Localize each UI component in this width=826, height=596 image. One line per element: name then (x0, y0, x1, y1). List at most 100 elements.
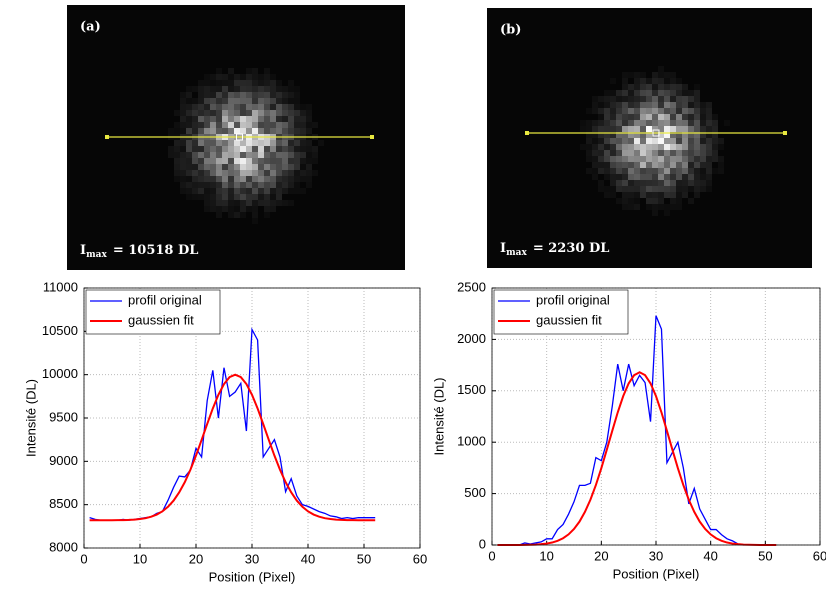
image-pixel (670, 90, 676, 96)
image-pixel (168, 152, 174, 158)
image-pixel (306, 164, 312, 170)
image-pixel (246, 68, 252, 74)
image-pixel (264, 212, 270, 218)
image-pixel (682, 144, 688, 150)
image-pixel (306, 104, 312, 110)
image-pixel (252, 98, 258, 104)
x-tick-label: 40 (703, 548, 717, 563)
image-pixel (216, 206, 222, 212)
image-pixel (700, 120, 706, 126)
image-pixel (658, 192, 664, 198)
legend-box (493, 289, 629, 335)
image-pixel (610, 186, 616, 192)
image-pixel (270, 146, 276, 152)
image-pixel (222, 176, 228, 182)
image-pixel (270, 122, 276, 128)
image-pixel (598, 180, 604, 186)
image-pixel (306, 110, 312, 116)
image-pixel (282, 188, 288, 194)
image-pixel (216, 128, 222, 134)
image-pixel (610, 126, 616, 132)
image-pixel (622, 180, 628, 186)
image-pixel (598, 186, 604, 192)
image-pixel (688, 144, 694, 150)
image-pixel (222, 158, 228, 164)
image-pixel (634, 138, 640, 144)
image-pixel (312, 152, 318, 158)
image-pixel (246, 176, 252, 182)
legend-label: profil original (536, 292, 610, 307)
image-pixel (682, 192, 688, 198)
image-pixel (700, 186, 706, 192)
image-pixel (646, 150, 652, 156)
image-pixel (694, 192, 700, 198)
image-pixel (646, 90, 652, 96)
image-pixel (658, 150, 664, 156)
image-pixel (252, 74, 258, 80)
image-pixel (300, 152, 306, 158)
image-pixel (228, 152, 234, 158)
image-pixel (658, 138, 664, 144)
image-pixel (222, 200, 228, 206)
image-pixel (694, 162, 700, 168)
image-pixel (258, 104, 264, 110)
image-pixel (252, 116, 258, 122)
x-tick-label: 0 (80, 551, 87, 566)
image-pixel (622, 108, 628, 114)
image-pixel (240, 128, 246, 134)
image-pixel (216, 92, 222, 98)
image-pixel (186, 182, 192, 188)
image-pixel (252, 140, 258, 146)
image-pixel (670, 120, 676, 126)
image-pixel (694, 186, 700, 192)
image-pixel (264, 164, 270, 170)
image-pixel (186, 158, 192, 164)
image-pixel (670, 102, 676, 108)
image-pixel (598, 96, 604, 102)
image-pixel (598, 144, 604, 150)
image-pixel (670, 156, 676, 162)
image-pixel (670, 168, 676, 174)
image-pixel (216, 182, 222, 188)
image-pixel (252, 200, 258, 206)
image-pixel (676, 90, 682, 96)
image-pixel (676, 204, 682, 210)
image-pixel (264, 86, 270, 92)
image-pixel (604, 102, 610, 108)
image-pixel (670, 114, 676, 120)
image-pixel (210, 158, 216, 164)
image-pixel (610, 108, 616, 114)
y-tick-label: 8000 (49, 539, 78, 554)
image-pixel (168, 128, 174, 134)
image-pixel (640, 162, 646, 168)
image-pixel (264, 74, 270, 80)
image-pixel (604, 126, 610, 132)
image-pixel (288, 116, 294, 122)
image-pixel (676, 96, 682, 102)
image-pixel (258, 170, 264, 176)
image-pixel (246, 206, 252, 212)
image-pixel (276, 122, 282, 128)
image-pixel (634, 126, 640, 132)
image-pixel (604, 186, 610, 192)
image-pixel (592, 174, 598, 180)
image-pixel (222, 110, 228, 116)
image-pixel (598, 162, 604, 168)
image-pixel (628, 168, 634, 174)
image-pixel (276, 200, 282, 206)
image-pixel (216, 98, 222, 104)
image-pixel (246, 182, 252, 188)
image-pixel (300, 122, 306, 128)
image-pixel (204, 152, 210, 158)
image-pixel (640, 120, 646, 126)
image-pixel (282, 170, 288, 176)
image-pixel (664, 210, 670, 216)
image-pixel (240, 104, 246, 110)
image-pixel (622, 144, 628, 150)
image-pixel (270, 80, 276, 86)
image-pixel (652, 210, 658, 216)
image-pixel (204, 98, 210, 104)
image-pixel (616, 120, 622, 126)
x-tick-label: 60 (413, 551, 427, 566)
image-pixel (688, 198, 694, 204)
